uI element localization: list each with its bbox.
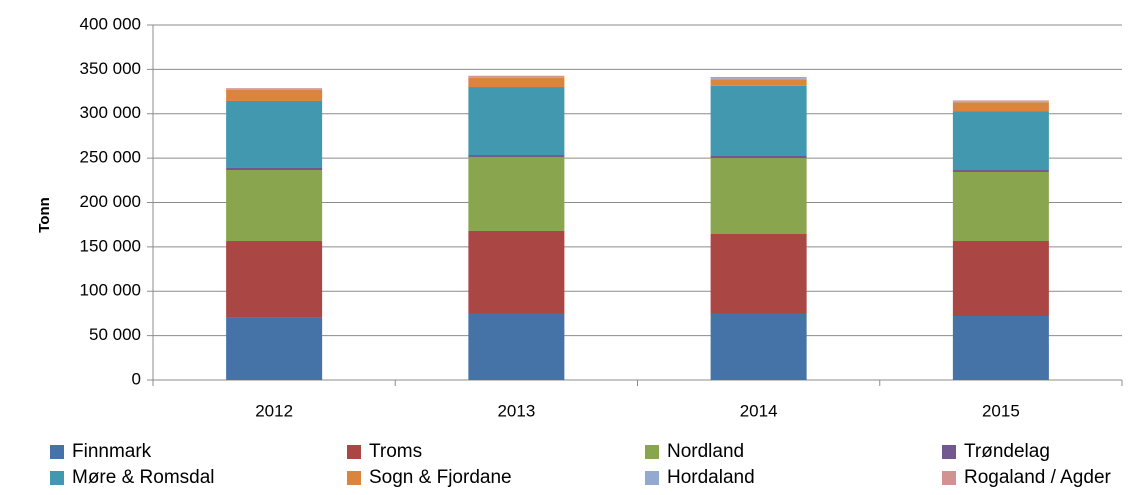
bar-segment xyxy=(952,316,1049,380)
bar-segment xyxy=(952,241,1049,317)
legend: Finnmark Troms Nordland Trøndelag Møre & Rom… xyxy=(50,441,1112,488)
y-tick-label: 400 000 xyxy=(80,14,141,33)
bar-segment xyxy=(710,234,807,314)
legend-swatch xyxy=(347,471,361,485)
bar-segment xyxy=(468,77,565,88)
bar-segment xyxy=(226,170,323,242)
x-tick-label: 2013 xyxy=(497,401,535,420)
bar-segment xyxy=(226,88,323,90)
y-tick-label: 200 000 xyxy=(80,192,141,211)
bar-segment xyxy=(952,100,1049,102)
bar-segment xyxy=(952,101,1049,103)
legend-label: Møre & Romsdal xyxy=(72,467,215,488)
bar-segment xyxy=(710,313,807,380)
legend-label: Troms xyxy=(369,441,422,462)
bar-segment xyxy=(226,100,323,168)
bar-segment xyxy=(952,170,1049,172)
bar-segment xyxy=(952,102,1049,112)
bar-segment xyxy=(468,155,565,157)
x-tick-label: 2012 xyxy=(255,401,293,420)
bar-segment xyxy=(710,158,807,235)
legend-swatch xyxy=(942,471,956,485)
y-tick-label: 300 000 xyxy=(80,103,141,122)
bar-segment xyxy=(952,171,1049,242)
bar-segment xyxy=(226,241,323,318)
bar-segment xyxy=(468,77,565,78)
y-tick-label: 350 000 xyxy=(80,59,141,78)
x-tick-label: 2015 xyxy=(982,401,1020,420)
y-tick-label: 50 000 xyxy=(89,325,141,344)
legend-swatch xyxy=(645,471,659,485)
legend-swatch xyxy=(347,445,361,459)
legend-label: Nordland xyxy=(667,441,744,462)
bar-segment xyxy=(710,85,807,156)
legend-label: Hordaland xyxy=(667,467,755,488)
legend-swatch xyxy=(645,445,659,459)
x-tick-label: 2014 xyxy=(740,401,778,420)
legend-swatch xyxy=(50,471,64,485)
bar-segment xyxy=(468,75,565,78)
bar-segment xyxy=(468,156,565,231)
legend-label: Rogaland / Agder xyxy=(964,467,1112,488)
bar-segment xyxy=(468,87,565,156)
bar-segment xyxy=(226,317,323,380)
legend-label: Trøndelag xyxy=(964,441,1050,462)
bar-segment xyxy=(710,79,807,86)
bar-segment xyxy=(952,111,1049,171)
y-tick-label: 100 000 xyxy=(80,281,141,300)
bar-segment xyxy=(226,167,323,171)
bar-segment xyxy=(468,313,565,380)
legend-label: Sogn & Fjordane xyxy=(369,467,512,488)
y-tick-label: 250 000 xyxy=(80,148,141,167)
bar-segment xyxy=(710,78,807,80)
legend-swatch xyxy=(942,445,956,459)
legend-label: Finnmark xyxy=(72,441,152,462)
bar-segment xyxy=(226,89,323,90)
bar-segment xyxy=(710,155,807,159)
legend-swatch xyxy=(50,445,64,459)
y-tick-label: 150 000 xyxy=(80,236,141,255)
bar-segment xyxy=(468,230,565,314)
y-axis-title: Tonn xyxy=(36,197,53,233)
bar-segment xyxy=(226,89,323,101)
bar-segment xyxy=(710,77,807,79)
y-tick-label: 0 xyxy=(132,369,141,388)
